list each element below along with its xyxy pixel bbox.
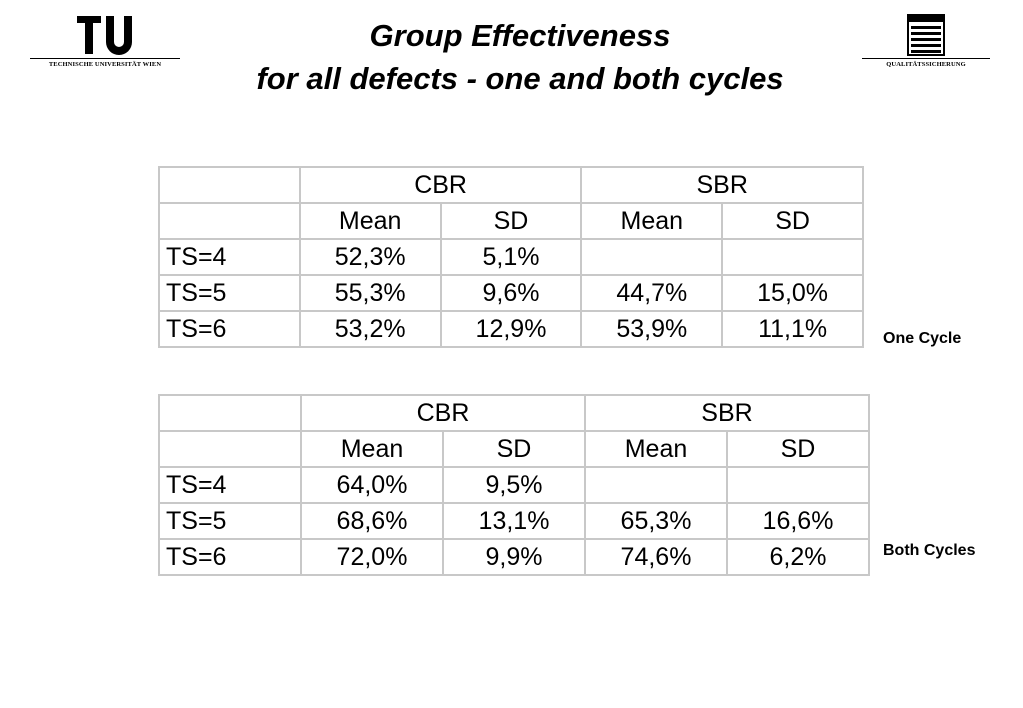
table-cell xyxy=(726,466,870,504)
group-header-sbr: SBR xyxy=(584,394,870,432)
table-cell xyxy=(584,466,728,504)
sub-header-row: Mean SD Mean SD xyxy=(158,430,870,468)
table-cell: 53,2% xyxy=(298,310,442,348)
empty-cell xyxy=(158,394,302,432)
sub-header-row: Mean SD Mean SD xyxy=(158,202,864,240)
slide-title: Group Effectiveness for all defects - on… xyxy=(150,14,890,100)
table-cell: 12,9% xyxy=(439,310,583,348)
sub-header-cell: SD xyxy=(442,430,586,468)
table-cell: 15,0% xyxy=(721,274,864,312)
slide-title-line1: Group Effectiveness xyxy=(369,18,671,53)
sub-header-cell: SD xyxy=(721,202,864,240)
row-label: TS=4 xyxy=(158,238,301,276)
row-label: TS=5 xyxy=(158,502,302,540)
qa-logo: QUALITÄTSSICHERUNG xyxy=(862,14,990,68)
table-cell: 68,6% xyxy=(300,502,444,540)
quality-assurance-logo-icon xyxy=(907,14,945,56)
one-cycle-caption: One Cycle xyxy=(883,330,962,347)
group-header-row: CBR SBR xyxy=(158,394,870,432)
table-row: TS=5 55,3% 9,6% 44,7% 15,0% xyxy=(158,274,864,312)
logo-rule xyxy=(862,58,990,59)
table-cell: 9,6% xyxy=(439,274,583,312)
table-cell: 72,0% xyxy=(300,538,444,576)
sub-header-cell: Mean xyxy=(580,202,724,240)
table-cell: 64,0% xyxy=(300,466,444,504)
row-label: TS=5 xyxy=(158,274,301,312)
row-label: TS=6 xyxy=(158,310,301,348)
group-header-sbr: SBR xyxy=(580,166,864,204)
sub-header-cell: SD xyxy=(726,430,870,468)
both-cycles-table: CBR SBR Mean SD Mean SD TS=4 64,0% 9,5% … xyxy=(158,394,870,576)
table-cell: 13,1% xyxy=(442,502,586,540)
tu-wien-logo: TECHNISCHE UNIVERSITÄT WIEN xyxy=(30,14,180,68)
table-cell: 6,2% xyxy=(726,538,870,576)
table-cell: 11,1% xyxy=(721,310,864,348)
table-cell: 5,1% xyxy=(439,238,583,276)
table-cell: 65,3% xyxy=(584,502,728,540)
table-row: TS=4 64,0% 9,5% xyxy=(158,466,870,504)
one-cycle-table: CBR SBR Mean SD Mean SD TS=4 52,3% 5,1% … xyxy=(158,166,864,348)
sub-header-cell: Mean xyxy=(300,430,444,468)
sub-header-cell: Mean xyxy=(298,202,442,240)
table-cell: 9,9% xyxy=(442,538,586,576)
group-header-cbr: CBR xyxy=(300,394,586,432)
sub-header-cell: Mean xyxy=(584,430,728,468)
tu-wien-logo-icon xyxy=(77,16,132,55)
tu-wien-caption: TECHNISCHE UNIVERSITÄT WIEN xyxy=(48,61,162,68)
table-cell: 74,6% xyxy=(584,538,728,576)
table-cell: 9,5% xyxy=(442,466,586,504)
qa-caption: QUALITÄTSSICHERUNG xyxy=(886,61,966,68)
table-cell: 55,3% xyxy=(298,274,442,312)
table-cell: 44,7% xyxy=(580,274,724,312)
empty-cell xyxy=(158,430,302,468)
group-header-cbr: CBR xyxy=(298,166,583,204)
table-row: TS=4 52,3% 5,1% xyxy=(158,238,864,276)
sub-header-cell: SD xyxy=(439,202,583,240)
row-label: TS=4 xyxy=(158,466,302,504)
table-row: TS=6 72,0% 9,9% 74,6% 6,2% xyxy=(158,538,870,576)
row-label: TS=6 xyxy=(158,538,302,576)
table-cell xyxy=(580,238,724,276)
table-cell: 52,3% xyxy=(298,238,442,276)
empty-cell xyxy=(158,202,301,240)
table-cell: 53,9% xyxy=(580,310,724,348)
table-row: TS=6 53,2% 12,9% 53,9% 11,1% xyxy=(158,310,864,348)
group-header-row: CBR SBR xyxy=(158,166,864,204)
logo-rule xyxy=(30,58,180,59)
both-cycles-caption: Both Cycles xyxy=(883,542,976,559)
table-row: TS=5 68,6% 13,1% 65,3% 16,6% xyxy=(158,502,870,540)
empty-cell xyxy=(158,166,301,204)
table-cell: 16,6% xyxy=(726,502,870,540)
slide-title-line2: for all defects - one and both cycles xyxy=(256,61,784,96)
table-cell xyxy=(721,238,864,276)
